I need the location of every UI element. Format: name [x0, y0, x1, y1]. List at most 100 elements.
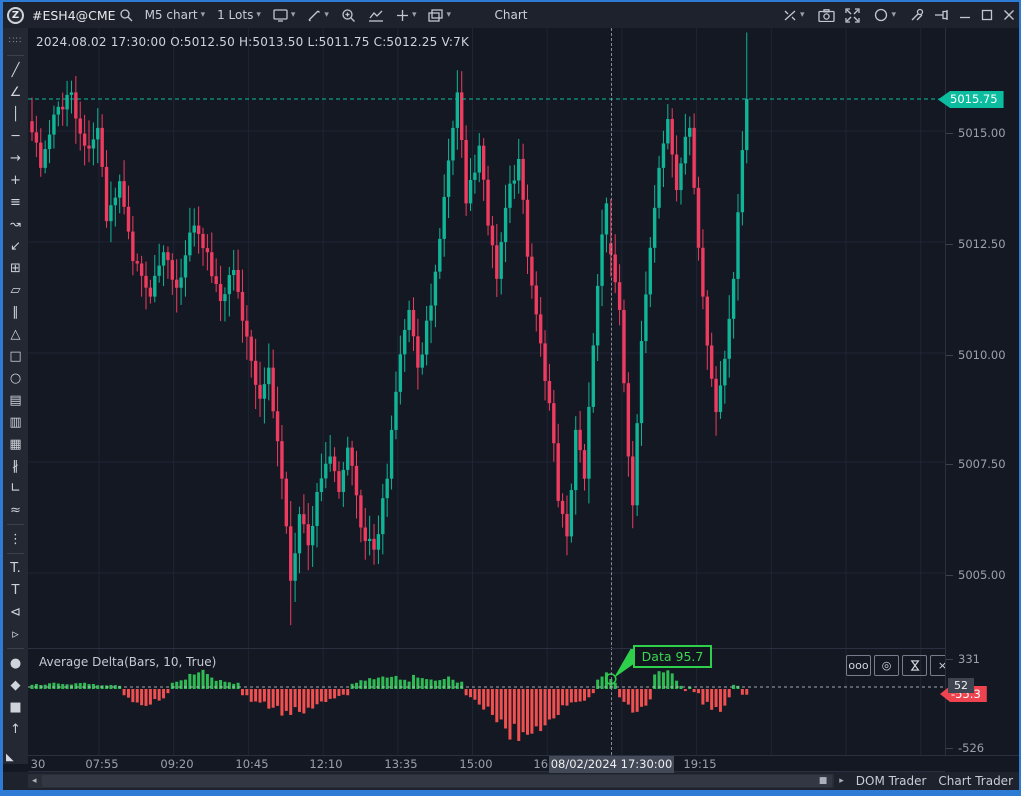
filled-circle-tool[interactable]: ●: [9, 655, 22, 671]
chart-line-icon: [368, 10, 383, 22]
arrow-tool[interactable]: →: [10, 150, 21, 166]
maximize-icon[interactable]: [981, 9, 993, 21]
anchored-text-tool[interactable]: T.: [10, 560, 21, 576]
lots-selector[interactable]: 1 Lots ▾: [213, 5, 265, 25]
close-icon: ×: [937, 659, 948, 672]
time-tick-label: 19:15: [683, 757, 717, 771]
tag-left-tool[interactable]: ⊲: [10, 604, 21, 620]
price-axis[interactable]: 5015.75 52 -55.3 5015.00 5012.50 5010.00 50…: [938, 28, 1019, 755]
symbol-selector[interactable]: #ESH4@CME: [28, 5, 137, 26]
vertical-line-tool[interactable]: │: [11, 106, 20, 122]
levels-tool[interactable]: ≡: [10, 194, 21, 210]
plus-icon: [396, 9, 408, 21]
search-icon: [119, 9, 133, 22]
composite-profile-tool[interactable]: ▦: [9, 436, 22, 452]
timeframe-selector[interactable]: M5 chart ▾: [141, 5, 210, 25]
minimize-icon[interactable]: [959, 9, 971, 21]
close-icon[interactable]: [1003, 9, 1015, 21]
parallel-lines-tool[interactable]: ∥: [12, 304, 19, 320]
chevron-down-icon: ▾: [256, 10, 261, 20]
axis-tick-mark: [946, 244, 953, 245]
panel-stop-icon[interactable]: ■: [818, 776, 828, 786]
monitor-icon: [273, 8, 288, 22]
price-tick-label: 5010.00: [958, 348, 1006, 362]
ohlc-readout: 2024.08.02 17:30:00 O:5012.50 H:5013.50 …: [36, 35, 470, 49]
price-tick-label: 5005.00: [958, 568, 1006, 582]
indicator-visibility-button[interactable]: ◎: [874, 655, 899, 676]
delta-tick-label: -526: [958, 741, 985, 755]
templates-button[interactable]: ▾: [424, 6, 455, 25]
screens-button[interactable]: ▾: [269, 6, 300, 25]
trend-line-tool[interactable]: ╱: [11, 62, 20, 78]
chart-trader-button[interactable]: Chart Trader: [938, 774, 1013, 788]
horizontal-scrollbar[interactable]: ◂: [28, 774, 834, 788]
arrow-up-marker-tool[interactable]: ↑: [10, 721, 21, 737]
angle-tool[interactable]: ∠: [9, 84, 22, 100]
drawing-tools-button[interactable]: ▾: [303, 5, 333, 25]
selected-time-badge: 08/02/2024 17:30:00: [549, 756, 674, 773]
chevron-down-icon: ▾: [446, 10, 451, 20]
toolbar-separator: [7, 55, 24, 56]
crosshair-vertical-line: [611, 28, 612, 755]
add-panel-button[interactable]: ▾: [392, 6, 421, 25]
settings-tools-icon[interactable]: [910, 8, 924, 22]
text-tool[interactable]: T: [11, 582, 20, 598]
settings-dots-icon: ooo: [848, 659, 869, 672]
pin-icon[interactable]: [934, 9, 949, 21]
tag-right-tool[interactable]: ▹: [12, 626, 19, 642]
indicator-buttons: ooo ◎ ⋈ ×: [846, 655, 955, 676]
dom-trader-button[interactable]: DOM Trader: [855, 774, 927, 788]
scroll-left-icon[interactable]: ◂: [32, 776, 37, 786]
title-bar: Z #ESH4@CME M5 chart ▾ 1 Lots ▾ ▾ ▾: [3, 2, 1019, 28]
indicator-collapse-button[interactable]: ⋈: [902, 655, 927, 676]
steps-tool[interactable]: ∟: [10, 480, 21, 496]
delta-histogram[interactable]: [28, 648, 945, 755]
indicator-settings-button[interactable]: ooo: [846, 655, 871, 676]
triangle-tool[interactable]: △: [10, 326, 21, 342]
time-tick-label: 15:00: [459, 757, 493, 771]
time-axis[interactable]: 08/02/2024 17:30:00 30 07:55 09:20 10:45 12:…: [28, 755, 945, 773]
indicators-button[interactable]: [364, 6, 388, 25]
curve-tool[interactable]: ↝: [10, 216, 21, 232]
toolbar-corner-icon[interactable]: ◣: [6, 752, 14, 763]
axis-corner: [945, 755, 1019, 772]
color-group-button[interactable]: ▾: [870, 5, 900, 25]
drag-handle-icon[interactable]: ∷∷: [8, 35, 23, 46]
axis-tick-mark: [946, 355, 953, 356]
indicator-panel-divider[interactable]: [28, 648, 1019, 649]
screenshot-icon[interactable]: [818, 8, 836, 22]
ellipse-tool[interactable]: ○: [9, 370, 22, 386]
filled-diamond-tool[interactable]: ◆: [10, 677, 21, 693]
more-dots-icon[interactable]: ⋮: [9, 531, 22, 547]
scrollbar-thumb[interactable]: [42, 775, 832, 787]
axis-tick-mark: [946, 133, 953, 134]
chevron-down-icon: ▾: [324, 10, 329, 20]
drawing-toolbar: ∷∷ ╱ ∠ │ ─ → + ≡ ↝ ↙ ⊞ ▱ ∥ △ □ ○ ▤ ▥ ▦ ∦ ∟ ≈ ⋮ T. T ⊲ ▹ ● ◆ ■ ↑ ◣: [3, 28, 28, 764]
rectangle-tool[interactable]: □: [9, 348, 22, 364]
market-profile-tool[interactable]: ▥: [9, 414, 22, 430]
arrow-down-tool[interactable]: ↙: [10, 238, 21, 254]
filled-square-tool[interactable]: ■: [9, 699, 22, 715]
last-price-badge: 5015.75: [938, 91, 1004, 108]
cross-tool[interactable]: +: [10, 172, 21, 188]
time-tick-label: 10:45: [235, 757, 269, 771]
symbol-label: #ESH4@CME: [32, 7, 116, 23]
fullscreen-icon[interactable]: [845, 7, 861, 23]
chevron-down-icon: ▾: [200, 10, 206, 20]
ruler-tool[interactable]: ▱: [10, 282, 21, 298]
volume-profile-tool[interactable]: ▤: [9, 392, 22, 408]
link-group-button[interactable]: ▾: [779, 6, 809, 25]
price-tick-label: 5007.50: [958, 457, 1006, 471]
horizontal-line-tool[interactable]: ─: [11, 128, 20, 144]
panel-expand-icon[interactable]: ▸: [839, 776, 844, 786]
zoom-button[interactable]: [337, 5, 360, 26]
clamp-tool[interactable]: ⊞: [10, 260, 21, 276]
candlestick-chart[interactable]: [28, 28, 945, 648]
circle-icon: [875, 8, 888, 22]
status-bar: ◂ ■ ▸ DOM Trader Chart Trader: [3, 772, 1019, 790]
imbalance-tool[interactable]: ∦: [12, 458, 19, 474]
zoom-in-icon: [342, 8, 355, 22]
wave-tool[interactable]: ≈: [10, 502, 21, 518]
layers-icon: [428, 8, 444, 22]
